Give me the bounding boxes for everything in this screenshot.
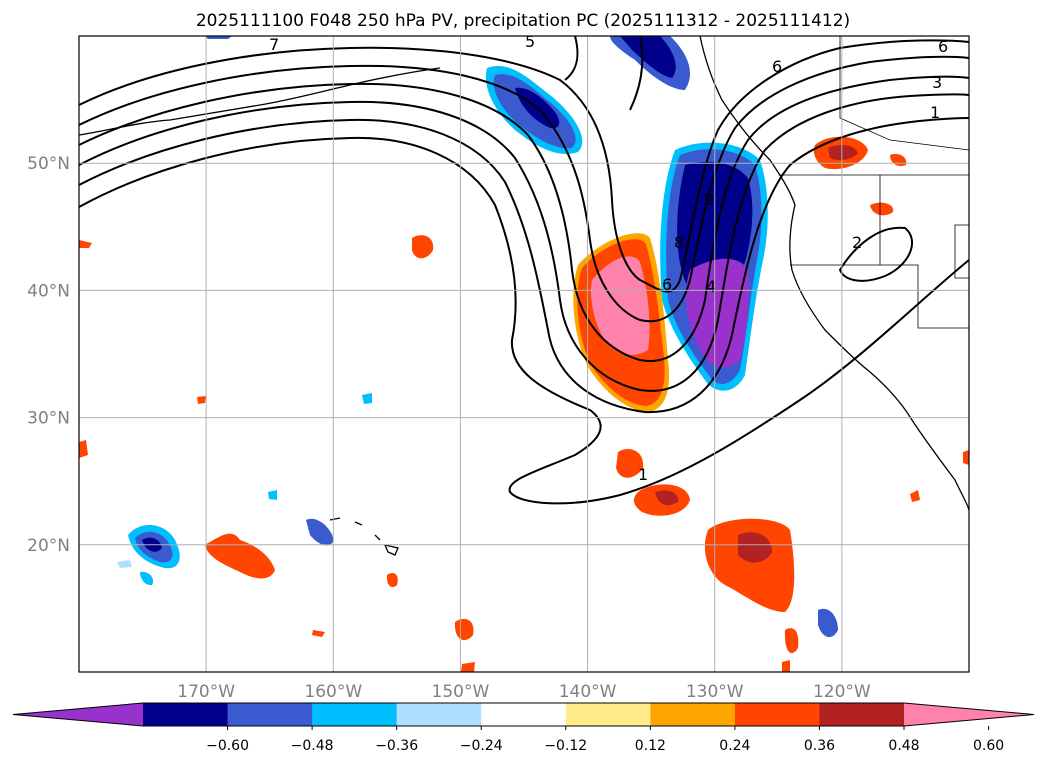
gridlines — [79, 36, 969, 672]
figure-title: 2025111100 F048 250 hPa PV, precipitatio… — [196, 11, 850, 31]
colorbar: −0.60 −0.48 −0.36 −0.24 −0.12 0.12 0.24 0.36 0.4… — [12, 702, 1035, 754]
pv-contour — [564, 35, 644, 111]
latitude-labels: 50°N 40°N 30°N 20°N — [27, 154, 70, 556]
precip-negative-area — [268, 490, 277, 500]
colorbar-segment — [227, 703, 313, 726]
colorbar-tick-label: 0.48 — [888, 738, 919, 754]
colorbar-segment — [734, 703, 820, 726]
colorbar-tick-label: −0.24 — [460, 738, 503, 754]
pv-contour — [78, 93, 970, 392]
lat-tick-label: 20°N — [27, 536, 70, 556]
precip-positive-area — [590, 256, 650, 355]
colorbar-segment — [312, 703, 398, 726]
colorbar-outline — [12, 702, 1035, 727]
colorbar-tick-label: 0.24 — [719, 738, 750, 754]
colorbar-tick-label: −0.48 — [291, 738, 334, 754]
map-panel: 7 5 6 3 1 6 8 4 9 6 2 1 — [78, 32, 970, 673]
colorbar-segment — [396, 703, 482, 726]
colorbar-tick-label: 0.36 — [804, 738, 835, 754]
lon-tick-label: 130°W — [686, 682, 744, 702]
precip-positive-area — [828, 144, 858, 161]
pv-contour-label: 2 — [852, 233, 862, 252]
pv-contour-label: 1 — [638, 465, 648, 484]
pv-contour-label: 8 — [674, 233, 684, 252]
colorbar-segment — [565, 703, 651, 726]
colorbar-tick-label: −0.12 — [544, 738, 587, 754]
pv-contour-label: 9 — [704, 190, 714, 209]
lon-tick-label: 170°W — [177, 682, 235, 702]
pv-contour-label: 4 — [706, 277, 716, 296]
colorbar-segment — [819, 703, 905, 726]
pv-contour-labels: 7 5 6 3 1 6 8 4 9 6 2 1 — [269, 32, 948, 484]
precip-positive-area — [704, 518, 795, 612]
colorbar-segment — [143, 703, 229, 726]
pv-contour — [78, 75, 970, 362]
lon-tick-label: 120°W — [813, 682, 871, 702]
border-us-states — [790, 36, 970, 329]
colorbar-extend-low — [13, 703, 143, 726]
precip-negative-area — [205, 36, 232, 39]
precip-negative-area — [818, 608, 838, 638]
precip-positive-area — [312, 630, 325, 637]
pv-contour-label: 6 — [772, 57, 782, 76]
lat-tick-label: 50°N — [27, 154, 70, 174]
precip-negative-area — [117, 560, 132, 568]
coastlines — [78, 35, 970, 556]
colorbar-segment — [650, 703, 736, 726]
longitude-labels: 170°W 160°W 150°W 140°W 130°W 120°W — [177, 682, 871, 702]
precip-negative-area — [620, 36, 676, 78]
precip-positive-area — [197, 396, 206, 404]
precip-positive-area — [738, 532, 772, 563]
pv-contour-label: 5 — [525, 32, 535, 51]
pv-contour-label: 6 — [938, 37, 948, 56]
pv-contour — [78, 117, 970, 414]
colorbar-tick-label: −0.60 — [206, 738, 249, 754]
pv-contour-label: 6 — [662, 275, 672, 294]
lat-tick-label: 40°N — [27, 281, 70, 301]
precip-positive-area — [910, 490, 920, 502]
pv-contours — [78, 35, 970, 505]
pv-contour-label: 3 — [932, 73, 942, 92]
precip-positive-area — [616, 448, 644, 478]
pv-contour — [78, 55, 970, 323]
precip-positive-area — [655, 490, 679, 506]
pv-contour — [838, 226, 914, 282]
precip-negative-area — [306, 518, 334, 546]
precip-negative-area — [362, 393, 372, 404]
colorbar-tick-label: −0.36 — [375, 738, 418, 754]
precip-positive-area — [79, 240, 92, 248]
colorbar-extend-high — [904, 703, 1034, 726]
pv-contour-label: 7 — [269, 35, 279, 54]
precip-positive-area — [412, 235, 434, 259]
precip-positive-area — [784, 628, 799, 654]
coastline-north-america — [699, 35, 970, 511]
political-borders — [780, 36, 970, 329]
colorbar-tick-label: 0.12 — [635, 738, 666, 754]
pv-contour — [78, 136, 970, 505]
map-frame — [78, 35, 970, 673]
precip-positive-area — [870, 202, 894, 216]
precip-positive-area — [461, 662, 475, 672]
precip-negative-area — [140, 571, 154, 586]
precip-positive-area — [454, 618, 474, 641]
precip-negative-area — [685, 258, 749, 368]
precip-positive-area — [782, 660, 790, 672]
lon-tick-label: 150°W — [432, 682, 490, 702]
precip-positive-area — [79, 440, 88, 458]
pv-contour-label: 1 — [930, 103, 940, 122]
precip-positive-area — [963, 450, 969, 465]
coastline-alaska — [78, 67, 441, 136]
lon-tick-label: 140°W — [559, 682, 617, 702]
lat-tick-label: 30°N — [27, 409, 70, 429]
pv-contour — [78, 39, 970, 293]
colorbar-tick-label: 0.60 — [973, 738, 1004, 754]
coastline-hawaii — [329, 517, 399, 556]
colorbar-segment — [481, 703, 567, 726]
precip-positive-area — [386, 573, 398, 588]
lon-tick-label: 160°W — [304, 682, 362, 702]
